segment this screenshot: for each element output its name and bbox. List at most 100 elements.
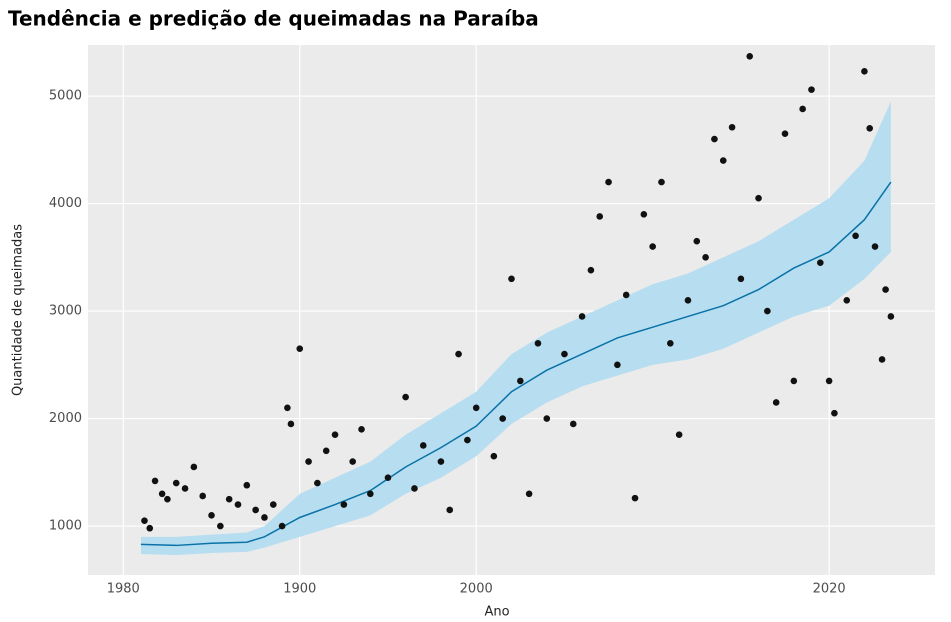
observed-point: [561, 350, 568, 358]
observed-point: [340, 501, 348, 508]
y-tick-label: 3000: [49, 304, 82, 319]
observed-point: [719, 157, 727, 164]
observed-point: [534, 340, 542, 347]
observed-point: [711, 135, 718, 143]
observed-point: [252, 506, 259, 514]
observed-point: [693, 237, 701, 245]
observed-point: [158, 490, 166, 498]
observed-point: [146, 524, 154, 532]
observed-point: [667, 340, 674, 347]
observed-point: [755, 194, 762, 202]
observed-point: [640, 211, 648, 218]
y-tick-label: 5000: [49, 89, 82, 104]
observed-point: [367, 490, 374, 498]
observed-point: [866, 125, 874, 132]
chart-title: Tendência e predição de queimadas na Par…: [8, 7, 539, 31]
forecast-line: [140, 181, 892, 547]
observed-point: [402, 393, 409, 401]
observed-point: [525, 490, 533, 498]
observed-point: [172, 479, 180, 487]
observed-point: [825, 377, 833, 385]
observed-point: [871, 243, 879, 250]
observed-point: [887, 313, 895, 320]
observed-point: [349, 458, 356, 465]
observed-point: [234, 501, 242, 508]
observed-point: [578, 313, 586, 320]
observed-point: [455, 350, 462, 358]
observed-point: [199, 492, 206, 500]
observed-point: [305, 458, 312, 465]
observed-point: [287, 420, 295, 428]
observed-point: [861, 68, 868, 75]
x-tick-label: 2000: [460, 582, 493, 597]
observed-point: [141, 517, 148, 525]
observed-point: [772, 399, 780, 406]
observed-point: [217, 522, 224, 530]
observed-point: [296, 345, 304, 353]
observed-point: [322, 447, 330, 455]
observed-point: [446, 506, 454, 514]
observed-point: [684, 297, 692, 304]
observed-point: [596, 213, 604, 220]
observed-point: [517, 377, 524, 385]
observed-point: [314, 479, 321, 487]
observed-point: [790, 377, 798, 385]
observed-point: [164, 495, 171, 503]
observed-point: [843, 297, 851, 304]
uncertainty-band: [140, 101, 891, 556]
observed-point: [781, 130, 789, 137]
x-tick-label: 2020: [813, 582, 846, 597]
y-axis-label: Quantidade de queimadas: [11, 224, 26, 396]
observed-point: [852, 232, 859, 240]
observed-point: [464, 436, 471, 444]
observed-point: [472, 404, 480, 412]
y-tick-label: 1000: [49, 519, 82, 534]
observed-point: [261, 514, 268, 521]
observed-point: [614, 361, 621, 369]
observed-point: [808, 86, 815, 93]
y-tick-label: 2000: [49, 411, 82, 426]
observed-point: [675, 431, 683, 439]
observed-point: [181, 485, 189, 492]
observed-point: [702, 254, 709, 261]
observed-point: [269, 501, 277, 508]
observed-point: [331, 431, 339, 439]
observed-point: [737, 275, 745, 283]
y-tick-label: 4000: [49, 196, 82, 211]
x-axis-label: Ano: [484, 605, 509, 620]
observed-point: [587, 266, 595, 274]
observed-point: [411, 485, 418, 492]
observed-point: [817, 259, 824, 266]
observed-point: [243, 481, 251, 489]
observed-point: [631, 494, 639, 502]
observed-point: [225, 495, 233, 503]
observed-point: [543, 415, 551, 422]
observed-point: [746, 52, 754, 60]
observed-point: [622, 291, 630, 299]
observed-point: [649, 243, 656, 250]
observed-point: [419, 442, 427, 449]
observed-point: [278, 522, 286, 530]
observed-point: [764, 307, 771, 315]
observed-point: [151, 477, 159, 485]
observed-point: [190, 463, 198, 471]
observed-point: [499, 415, 506, 422]
observed-point: [799, 105, 806, 113]
observed-point: [358, 426, 365, 433]
observed-point: [384, 474, 392, 482]
observed-point: [831, 409, 838, 417]
observed-point: [728, 123, 736, 131]
observed-point: [508, 275, 515, 283]
observed-point: [208, 512, 215, 519]
x-tick-label: 1980: [107, 582, 140, 597]
observed-point: [569, 420, 577, 428]
observed-point: [437, 458, 445, 465]
observed-point: [490, 452, 498, 460]
observed-point: [878, 356, 886, 363]
x-tick-label: 1900: [283, 582, 316, 597]
observed-point: [605, 178, 612, 186]
observed-point: [882, 286, 889, 293]
observed-point: [658, 178, 665, 186]
